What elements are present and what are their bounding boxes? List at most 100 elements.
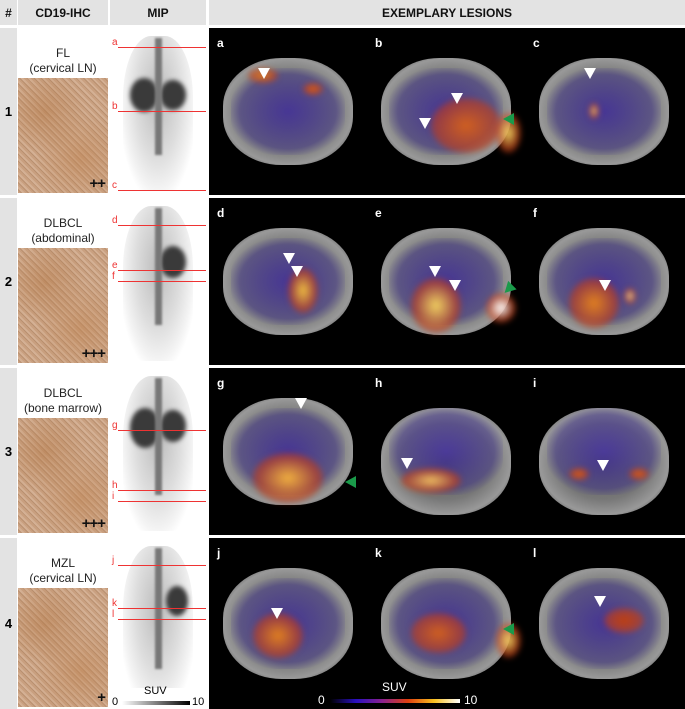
header-cd19-ihc: CD19-IHC — [18, 0, 108, 25]
mip-colorbar-label: SUV — [144, 685, 167, 697]
panel-letter: e — [375, 206, 382, 220]
ihc-image: + — [18, 588, 108, 707]
lesion-arrow-icon — [599, 280, 611, 291]
slice-line-label: a — [112, 37, 118, 48]
mip-spine — [155, 208, 162, 325]
pet-hotspot — [253, 453, 323, 503]
mip-colorbar-gradient — [122, 701, 190, 705]
pet-hotspot — [589, 103, 599, 119]
lesion-site: (bone marrow) — [23, 401, 103, 415]
mip-hot-organ — [130, 78, 158, 112]
panel-letter: f — [533, 206, 537, 220]
ihc-image: +++ — [18, 418, 108, 533]
slice-line-label: i — [112, 491, 115, 502]
row-number: 4 — [0, 538, 17, 709]
mip-spine — [155, 38, 162, 155]
slice-line-label: h — [112, 480, 118, 491]
slice-line — [118, 619, 206, 620]
lesion-arrow-icon — [584, 68, 596, 79]
slice-line — [118, 490, 206, 491]
panel-letter: k — [375, 546, 382, 560]
green-arrow-icon — [503, 623, 514, 635]
slice-line — [118, 270, 206, 271]
lesion-arrow-icon — [258, 68, 270, 79]
row-number: 3 — [0, 368, 17, 535]
mip-hot-organ — [160, 80, 186, 110]
green-arrow-icon — [345, 476, 356, 488]
lesion-arrow-icon — [419, 118, 431, 129]
panel-letter: h — [375, 376, 383, 390]
slice-line-label: j — [112, 555, 115, 566]
mip-spine — [155, 378, 162, 495]
slice-line — [118, 225, 206, 226]
lesion-panel-h: h — [371, 368, 521, 535]
pet-hotspot — [604, 608, 644, 633]
row-number: 1 — [0, 28, 17, 195]
lesion-panel-k: k — [371, 538, 521, 709]
slice-line-label: g — [112, 420, 118, 431]
mip-hot-organ — [160, 246, 186, 278]
lesion-panel-g: g — [213, 368, 363, 535]
pet-uptake — [231, 68, 345, 155]
lesion-panel-l: l — [529, 538, 679, 709]
ihc-image: +++ — [18, 248, 108, 363]
slice-line — [118, 608, 206, 609]
lesion-panel-b: b — [371, 28, 521, 195]
lesion-arrow-icon — [429, 266, 441, 277]
slice-line — [118, 281, 206, 282]
mip-hot-organ — [160, 410, 186, 442]
lesion-arrow-icon — [594, 596, 606, 607]
green-arrow-icon — [503, 113, 514, 125]
lesion-row: a b c — [209, 28, 685, 195]
pet-hotspot — [486, 293, 516, 323]
panel-letter: a — [217, 36, 224, 50]
ihc-label: MZL (cervical LN) — [18, 556, 108, 586]
row-number: 2 — [0, 198, 17, 365]
panel-letter: g — [217, 376, 225, 390]
ihc-score: +++ — [81, 345, 106, 362]
slice-line — [118, 111, 206, 112]
pet-hotspot — [401, 468, 461, 493]
lesion-panel-d: d — [213, 198, 363, 365]
pet-colorbar-min: 0 — [318, 693, 325, 707]
ihc-score: + — [97, 689, 106, 706]
lesion-arrow-icon — [401, 458, 413, 469]
mip-hot-organ — [166, 586, 188, 616]
slice-line-label: b — [112, 101, 118, 112]
lesion-arrow-icon — [283, 253, 295, 264]
diagnosis: DLBCL — [43, 386, 83, 400]
lesion-arrow-icon — [295, 398, 307, 409]
pet-hotspot — [303, 83, 323, 95]
panel-letter: c — [533, 36, 540, 50]
slice-line — [118, 565, 206, 566]
mip-colorbar: SUV 0 10 — [110, 685, 206, 709]
pet-hotspot — [253, 613, 303, 658]
pet-hotspot — [431, 98, 501, 153]
panel-letter: d — [217, 206, 225, 220]
pet-colorbar-label: SUV — [382, 680, 407, 694]
lesion-arrow-icon — [449, 280, 461, 291]
mip-colorbar-max: 10 — [192, 696, 205, 708]
lesion-row: j k l — [209, 538, 685, 709]
pet-hotspot — [569, 468, 589, 480]
slice-line-label: d — [112, 215, 118, 226]
slice-line-label: f — [112, 271, 115, 282]
mip-colorbar-min: 0 — [112, 696, 119, 708]
pet-hotspot — [624, 288, 636, 304]
pet-colorbar-max: 10 — [464, 693, 478, 707]
lesion-panel-i: i — [529, 368, 679, 535]
slice-line-label: k — [112, 598, 117, 609]
lesion-row: g h i — [209, 368, 685, 535]
diagnosis: FL — [55, 46, 70, 60]
slice-line-label: e — [112, 260, 118, 271]
pet-hotspot — [569, 278, 619, 328]
lesion-panel-j: j — [213, 538, 363, 709]
lesion-site: (cervical LN) — [29, 61, 97, 75]
panel-letter: b — [375, 36, 383, 50]
pet-colorbar: SUV 0 10 — [318, 681, 488, 709]
lesion-panel-f: f — [529, 198, 679, 365]
ihc-score: ++ — [89, 175, 106, 192]
mip-image: a b c — [110, 28, 206, 195]
